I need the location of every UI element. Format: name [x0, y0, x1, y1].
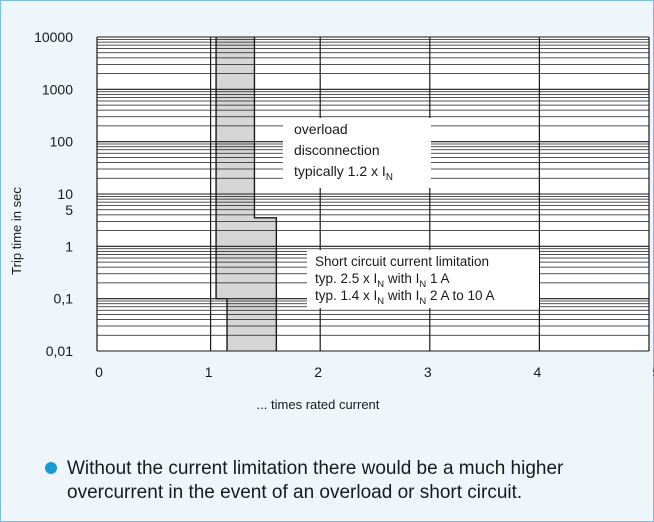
x-tick-label: 2 [314, 364, 322, 380]
x-tick-label: 5 IK [653, 364, 654, 380]
y-tick-label: 5 [65, 202, 73, 218]
annotation-text: typ. 1.4 x IN with IN 2 A to 10 A [315, 288, 495, 307]
x-axis-label: ... times rated current [257, 397, 380, 412]
band-right-boundary [253, 37, 278, 351]
annotation-text: disconnection [294, 142, 380, 158]
y-tick-label: 10000 [34, 29, 73, 45]
y-tick-label: 100 [50, 134, 74, 150]
note-text: Without the current limitation there wou… [67, 458, 564, 503]
annotation-box [307, 250, 539, 308]
trip-time-chart: 10000 1000 100 105 1 0,1 0,01 0 1 2 3 4 5 IK ... time… [9, 29, 654, 412]
note: Without the current limitation there wou… [45, 457, 635, 505]
y-axis-label: Trip time in sec [9, 187, 24, 275]
annotation-text: typ. 2.5 x IN with IN 1 A [315, 271, 449, 290]
bullet-icon [45, 462, 57, 474]
y-tick-label: 10 [57, 186, 73, 202]
band-left-boundary [215, 37, 228, 351]
annotation-text: overload [294, 121, 348, 137]
x-tick-label: 3 [424, 364, 432, 380]
x-tick-label: 0 [95, 364, 103, 380]
annotation-text: typically 1.2 x IN [294, 163, 393, 183]
y-tick-label: 0,01 [46, 343, 73, 359]
annotation-box [283, 118, 431, 188]
annotation-text: Short circuit current limitation [315, 254, 489, 269]
y-tick-label: 1000 [42, 81, 73, 97]
x-tick-label: 4 [534, 364, 542, 380]
y-tick-label: 0,1 [54, 291, 74, 307]
x-tick-label: 1 [205, 364, 213, 380]
y-tick-label: 1 [65, 238, 73, 254]
